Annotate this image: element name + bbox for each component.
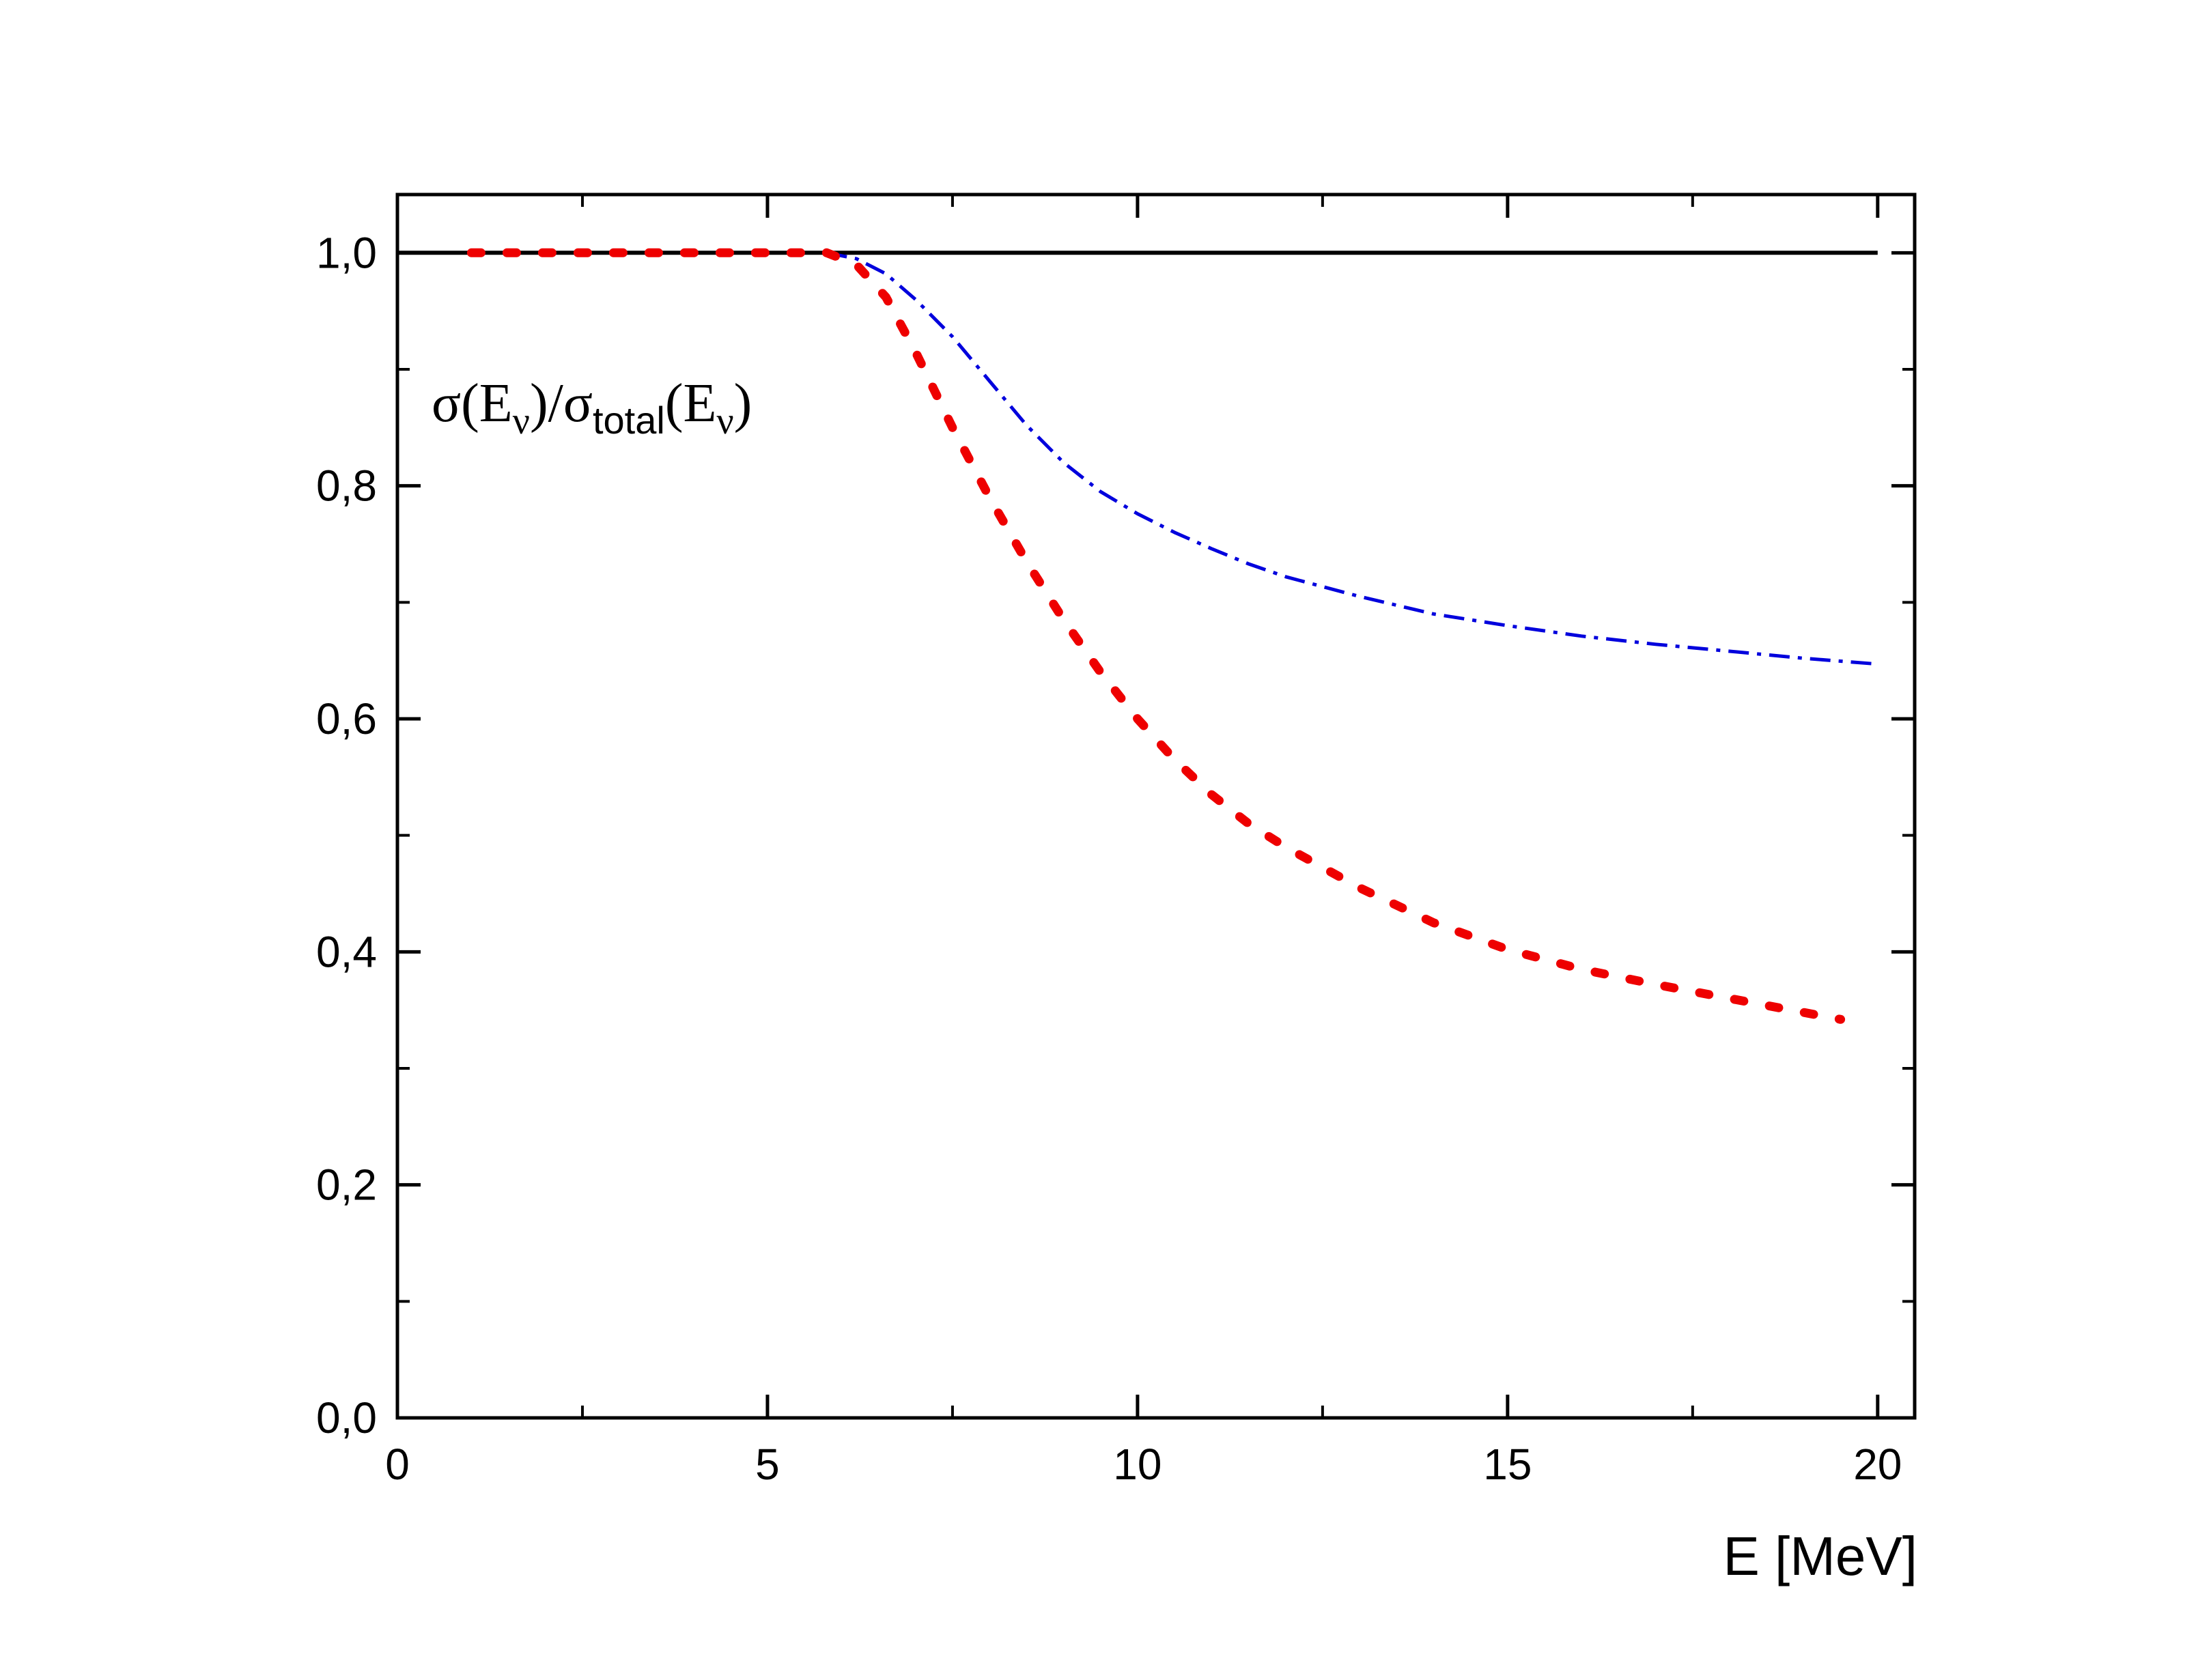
y-label-open: (E [461,373,513,433]
x-tick-label: 20 [1853,1440,1902,1489]
plot-frame [395,193,1917,1420]
series-line-dashdot [826,251,1878,666]
y-label-sigma: σ [432,373,461,433]
series-line-dotted [466,248,1846,1024]
y-label-sigma-total: σ [563,373,593,433]
y-tick-label: 0,0 [316,1393,377,1442]
y-label-sub-nu-2: ν [716,400,733,442]
x-tick-label: 10 [1113,1440,1162,1489]
y-label-close-2: ) [734,373,752,433]
x-axis-title: E [MeV] [1723,1526,1917,1586]
y-label-close: )/ [530,373,564,433]
y-tick-label: 0,4 [316,927,377,976]
y-tick-label: 0,2 [316,1161,377,1210]
series-layer [397,248,1878,1024]
y-label-sub-nu: ν [513,400,530,442]
y-tick-label: 0,6 [316,694,377,743]
y-tick-label: 0,8 [316,461,377,511]
x-tick-label: 5 [755,1440,780,1489]
ticks-layer [395,195,1915,1420]
x-tick-label: 0 [385,1440,410,1489]
y-label-open-2: (E [665,373,717,433]
y-tick-label: 1,0 [316,228,377,277]
y-axis-title: σ(Eν)/σtotal(Eν) [432,373,752,442]
x-tick-label: 15 [1483,1440,1532,1489]
labels-layer: 0 5 10 15 20 0,0 0,2 0,4 0,6 0,8 1,0 [316,228,1902,1489]
y-label-sub-total: total [593,399,665,442]
